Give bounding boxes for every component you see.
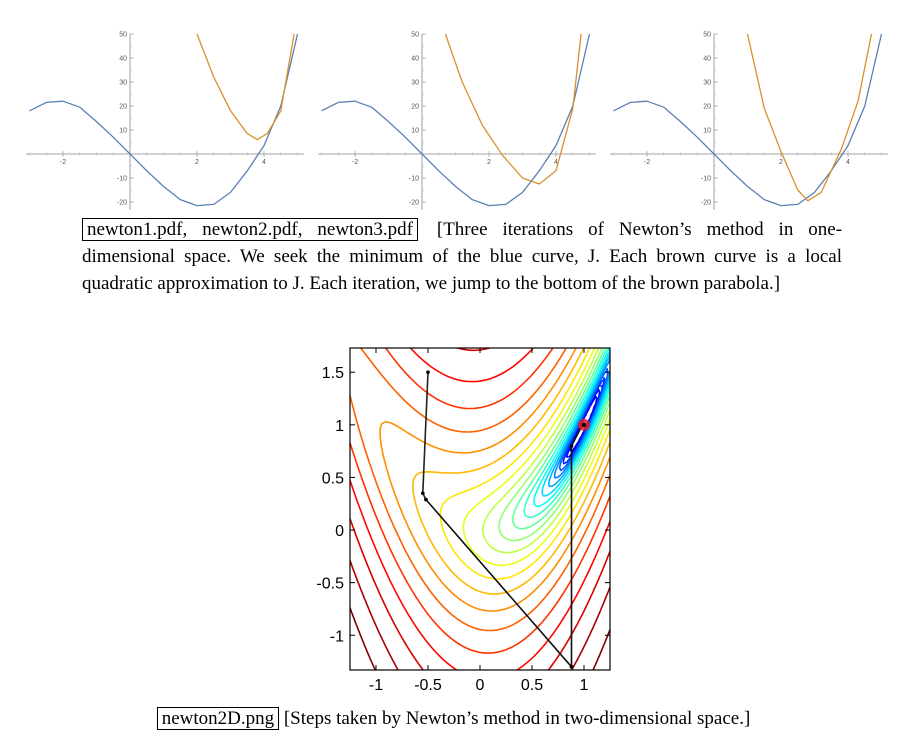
x-tick-label: 4 [846, 159, 850, 166]
axes: 50 40 30 20 10 -10 -20 -2 2 4 [318, 32, 596, 210]
newton-step-point [569, 665, 574, 669]
contour-line [350, 559, 610, 670]
contour-line [439, 348, 610, 580]
x-tick-label: 0.5 [521, 677, 543, 694]
y-tick-label: 10 [703, 128, 711, 135]
contour-line [533, 348, 610, 508]
caption-1d-text: [Three iterations of Newton’s method in … [82, 219, 843, 294]
x-tick-label: 1 [580, 677, 589, 694]
newton3-svg: 50 40 30 20 10 -10 -20 -2 2 4 [610, 32, 888, 210]
y-tick-label: 50 [703, 32, 711, 39]
newton2-svg: 50 40 30 20 10 -10 -20 -2 2 4 [318, 32, 596, 210]
objective-curve [321, 33, 591, 207]
contour-line [482, 348, 610, 554]
caption-1d-filenames: newton1.pdf, newton2.pdf, newton3.pdf [82, 218, 418, 241]
x-tick-label: -0.5 [414, 677, 442, 694]
y-tick-label: -20 [409, 200, 419, 207]
newton2d-figure: -1 -0.5 0 0.5 1 1.5 1 0.5 0 -0.5 -1 [300, 340, 620, 700]
y-tick-label: 40 [411, 56, 419, 63]
contour-line [553, 358, 610, 479]
y-tick-label: 30 [119, 80, 127, 87]
y-tick-label: 30 [703, 80, 711, 87]
contour-line [548, 354, 610, 487]
quadratic-approximation-curve [196, 33, 295, 141]
x-tick-label: -2 [352, 159, 358, 166]
caption-2d-text: [Steps taken by Newton’s method in two-d… [283, 708, 751, 729]
minimum-center [582, 422, 586, 427]
contour-line [412, 348, 610, 595]
y-tick-label: -20 [117, 200, 127, 207]
newton2-plot: 50 40 30 20 10 -10 -20 -2 2 4 [314, 30, 600, 214]
y-tick-label: -10 [409, 176, 419, 183]
y-tick-label: 20 [703, 104, 711, 111]
y-tick-label: 0.5 [322, 470, 344, 487]
contour-lines [350, 348, 610, 670]
caption-1d: newton1.pdf, newton2.pdf, newton3.pdf [T… [82, 216, 842, 297]
newton2d-svg: -1 -0.5 0 0.5 1 1.5 1 0.5 0 -0.5 -1 [316, 347, 611, 694]
x-tick-label: 2 [487, 159, 491, 166]
y-tick-label: 40 [703, 56, 711, 63]
objective-curve [29, 33, 299, 207]
newton-step-point [421, 491, 425, 496]
newton-step-point [424, 497, 428, 502]
newton3-plot: 50 40 30 20 10 -10 -20 -2 2 4 [606, 30, 892, 214]
y-tick-label: -20 [701, 200, 711, 207]
y-tick-label: 10 [411, 128, 419, 135]
newton-step-point [569, 444, 574, 448]
axis-ticks: -1 -0.5 0 0.5 1 1.5 1 0.5 0 -0.5 -1 [316, 348, 610, 694]
y-tick-label: 50 [411, 32, 419, 39]
newton1-plot: 50 40 30 20 10 -10 -20 -2 2 4 [22, 30, 308, 214]
y-tick-label: -10 [117, 176, 127, 183]
quadratic-approximation-curve [444, 33, 582, 185]
y-tick-label: 10 [119, 128, 127, 135]
axes: 50 40 30 20 10 -10 -20 -2 2 4 [610, 32, 888, 210]
y-tick-label: -0.5 [316, 576, 344, 593]
objective-curve [613, 33, 883, 207]
x-tick-label: 2 [195, 159, 199, 166]
y-tick-label: -1 [330, 628, 344, 645]
contour-line [350, 348, 610, 670]
contour-line [512, 348, 610, 530]
y-tick-label: 1 [335, 418, 344, 435]
x-tick-label: 2 [779, 159, 783, 166]
quadratic-approximation-curve [746, 33, 873, 202]
x-tick-label: 0 [476, 677, 485, 694]
caption-2d-filename: newton2D.png [156, 707, 280, 730]
x-tick-label: -2 [644, 159, 650, 166]
x-tick-label: -1 [369, 677, 383, 694]
x-tick-label: -2 [60, 159, 66, 166]
contour-line [558, 368, 609, 472]
newton1-svg: 50 40 30 20 10 -10 -20 -2 2 4 [26, 32, 304, 210]
y-tick-label: 1.5 [322, 365, 344, 382]
newton-step-point [426, 370, 430, 375]
y-tick-label: -10 [701, 176, 711, 183]
x-tick-label: 4 [262, 159, 266, 166]
y-tick-label: 0 [335, 523, 344, 540]
y-tick-label: 40 [119, 56, 127, 63]
caption-2d: newton2D.png [Steps taken by Newton’s me… [0, 705, 907, 732]
y-tick-label: 20 [411, 104, 419, 111]
newton-steps [421, 370, 590, 669]
contour-line [498, 348, 610, 542]
contour-line [462, 348, 610, 567]
y-tick-label: 50 [119, 32, 127, 39]
y-tick-label: 20 [119, 104, 127, 111]
contour-line [350, 348, 610, 632]
x-tick-label: 4 [554, 159, 558, 166]
axes: 50 40 30 20 10 -10 -20 -2 2 4 [26, 32, 304, 210]
y-tick-label: 30 [411, 80, 419, 87]
contour-line [350, 348, 610, 654]
contour-line [379, 348, 610, 612]
